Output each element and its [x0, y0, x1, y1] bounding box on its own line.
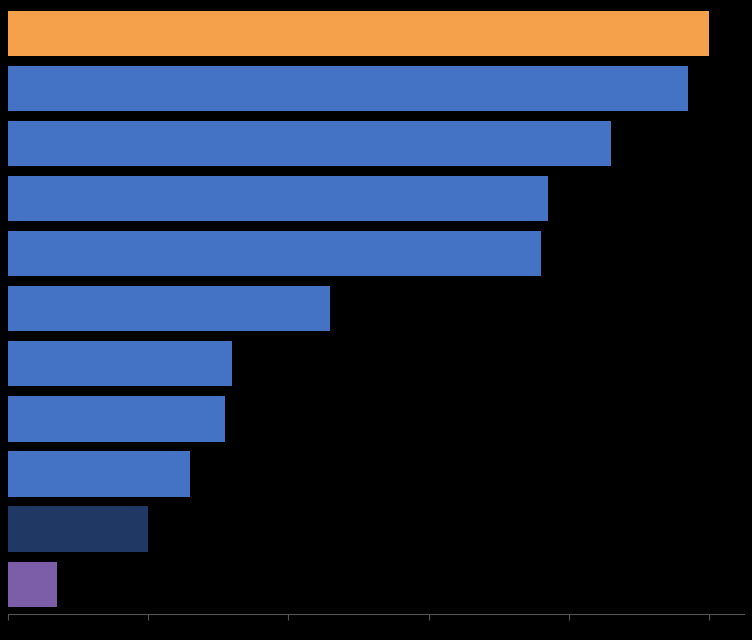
Bar [8, 396, 225, 442]
Bar [8, 341, 232, 387]
Bar [8, 11, 709, 56]
Bar [8, 506, 148, 552]
Bar [8, 561, 56, 607]
Bar [8, 176, 548, 221]
Bar [8, 121, 611, 166]
Bar [8, 231, 541, 276]
Bar [8, 286, 330, 332]
Bar [8, 66, 688, 111]
Bar [8, 451, 190, 497]
